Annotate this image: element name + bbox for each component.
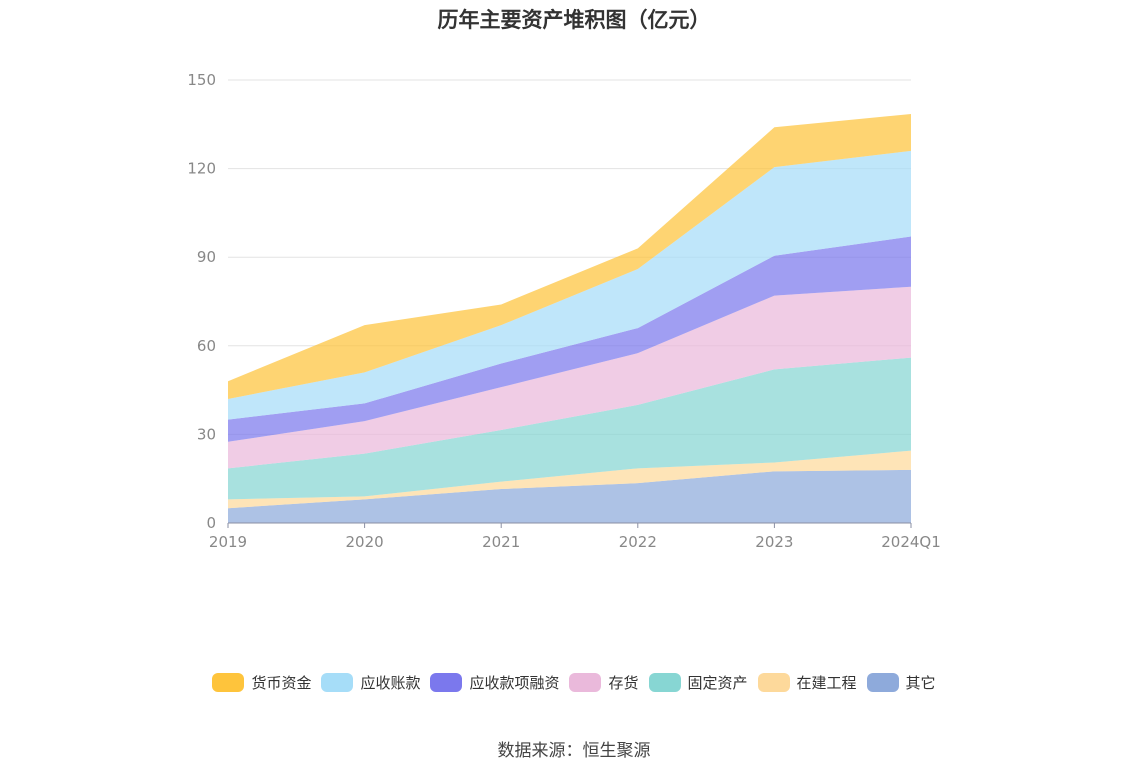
x-tick-label: 2019 [209,533,247,551]
area-series-7[interactable] [228,113,911,399]
y-tick-label: 30 [197,425,216,443]
y-tick-label: 0 [206,514,216,532]
legend-label: 应收账款 [360,674,421,692]
legend-label: 应收款项融资 [469,674,560,692]
legend-item[interactable]: 应收款项融资 [430,672,559,693]
legend-label: 固定资产 [687,674,748,692]
area-series-5[interactable] [228,236,911,442]
legend-label: 其它 [905,674,936,692]
x-tick-label: 2023 [755,533,793,551]
legend-item[interactable]: 其它 [866,672,936,693]
legend: 货币资金 应收账款 应收款项融资 存货 固定资产 在建工程 其它 [0,672,1148,693]
area-series-6[interactable] [228,150,911,420]
stacked-area-chart: 0 30 60 90 120 150 2019 2020 2021 2022 2023 2024Q1 [187,71,940,551]
area-series-1[interactable] [228,469,911,523]
legend-label: 在建工程 [796,674,857,692]
x-tick-label: 2022 [619,533,657,551]
legend-item[interactable]: 货币资金 [212,672,311,693]
area-series-3[interactable] [228,357,911,500]
legend-label: 货币资金 [251,674,312,692]
legend-swatch [757,673,790,692]
y-tick-label: 150 [187,71,216,89]
legend-swatch [430,673,463,692]
legend-swatch [212,673,245,692]
legend-item[interactable]: 存货 [569,672,639,693]
legend-label: 存货 [608,674,639,692]
y-tick-label: 60 [197,337,216,355]
legend-item[interactable]: 应收账款 [321,672,420,693]
y-tick-label: 120 [187,160,216,178]
chart-title: 历年主要资产堆积图（亿元） [437,8,711,32]
y-tick-label: 90 [197,248,216,266]
x-tick-label: 2021 [482,533,520,551]
legend-swatch [321,673,354,692]
source-note: 数据来源：恒生聚源 [497,741,651,761]
area-series-4[interactable] [228,286,911,469]
axis-layer: 0 30 60 90 120 150 2019 2020 2021 2022 2023 2024Q1 [187,71,940,551]
area-series-2[interactable] [228,450,911,509]
x-tick-label: 2020 [346,533,384,551]
legend-swatch [648,673,681,692]
legend-item[interactable]: 固定资产 [648,672,748,693]
x-tick-label: 2024Q1 [881,533,941,551]
legend-item[interactable]: 在建工程 [757,672,857,693]
area-layer [228,113,911,523]
legend-swatch [569,673,602,692]
legend-swatch [866,673,899,692]
